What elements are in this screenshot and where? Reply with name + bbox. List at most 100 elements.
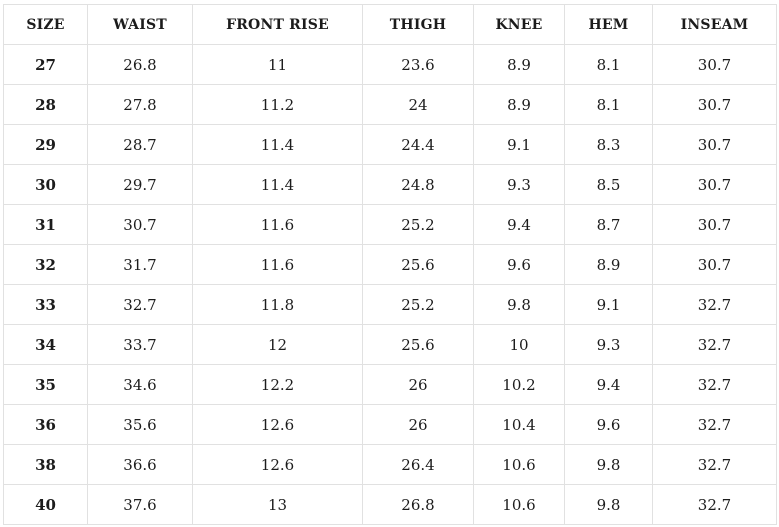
measurement-cell: 8.9 [564,244,653,285]
measurement-cell: 8.3 [564,124,653,165]
measurement-cell: 27.8 [87,84,193,125]
measurement-cell: 9.6 [564,404,653,445]
column-header-inseam: INSEAM [652,4,777,45]
measurement-cell: 24 [362,84,474,125]
measurement-cell: 9.8 [473,284,565,325]
measurement-cell: 26.8 [362,484,474,525]
measurement-cell: 10 [473,324,565,365]
size-cell: 29 [3,124,88,165]
measurement-cell: 26 [362,364,474,405]
measurement-cell: 8.5 [564,164,653,205]
measurement-cell: 12.6 [192,444,363,485]
column-header-front-rise: FRONT RISE [192,4,363,45]
table-body: 27 26.8 11 23.6 8.9 8.1 30.7 28 27.8 11.2 24 8.9 8.1… [3,44,777,525]
measurement-cell: 11.6 [192,204,363,245]
measurement-cell: 32.7 [87,284,193,325]
measurement-cell: 10.4 [473,404,565,445]
column-header-thigh: THIGH [362,4,474,45]
measurement-cell: 9.3 [564,324,653,365]
measurement-cell: 26 [362,404,474,445]
column-header-knee: KNEE [473,4,565,45]
measurement-cell: 30.7 [652,164,777,205]
table-row: 27 26.8 11 23.6 8.9 8.1 30.7 [3,44,777,85]
measurement-cell: 28.7 [87,124,193,165]
measurement-cell: 30.7 [652,204,777,245]
table-row: 38 36.6 12.6 26.4 10.6 9.8 32.7 [3,444,777,485]
measurement-cell: 25.6 [362,244,474,285]
measurement-cell: 11.2 [192,84,363,125]
measurement-cell: 10.2 [473,364,565,405]
table-row: 30 29.7 11.4 24.8 9.3 8.5 30.7 [3,164,777,205]
table-row: 29 28.7 11.4 24.4 9.1 8.3 30.7 [3,124,777,165]
size-cell: 40 [3,484,88,525]
measurement-cell: 29.7 [87,164,193,205]
measurement-cell: 9.8 [564,484,653,525]
measurement-cell: 11.4 [192,164,363,205]
measurement-cell: 8.9 [473,84,565,125]
measurement-cell: 12.6 [192,404,363,445]
measurement-cell: 9.1 [564,284,653,325]
measurement-cell: 9.8 [564,444,653,485]
measurement-cell: 33.7 [87,324,193,365]
size-cell: 34 [3,324,88,365]
measurement-cell: 26.8 [87,44,193,85]
measurement-cell: 32.7 [652,404,777,445]
size-cell: 31 [3,204,88,245]
measurement-cell: 30.7 [652,124,777,165]
measurement-cell: 25.2 [362,204,474,245]
measurement-cell: 9.4 [473,204,565,245]
measurement-cell: 32.7 [652,484,777,525]
size-cell: 35 [3,364,88,405]
size-cell: 36 [3,404,88,445]
measurement-cell: 8.9 [473,44,565,85]
measurement-cell: 37.6 [87,484,193,525]
size-cell: 32 [3,244,88,285]
size-cell: 30 [3,164,88,205]
size-cell: 38 [3,444,88,485]
measurement-cell: 30.7 [652,244,777,285]
measurement-cell: 11 [192,44,363,85]
size-cell: 33 [3,284,88,325]
table-row: 35 34.6 12.2 26 10.2 9.4 32.7 [3,364,777,405]
measurement-cell: 32.7 [652,444,777,485]
measurement-cell: 23.6 [362,44,474,85]
column-header-hem: HEM [564,4,653,45]
table-row: 34 33.7 12 25.6 10 9.3 32.7 [3,324,777,365]
table-row: 31 30.7 11.6 25.2 9.4 8.7 30.7 [3,204,777,245]
measurement-cell: 10.6 [473,444,565,485]
measurement-cell: 32.7 [652,284,777,325]
measurement-cell: 11.6 [192,244,363,285]
measurement-cell: 13 [192,484,363,525]
size-cell: 28 [3,84,88,125]
measurement-cell: 9.3 [473,164,565,205]
measurement-cell: 31.7 [87,244,193,285]
size-chart-table: SIZE WAIST FRONT RISE THIGH KNEE HEM INSEAM 27… [3,4,777,525]
measurement-cell: 35.6 [87,404,193,445]
column-header-waist: WAIST [87,4,193,45]
measurement-cell: 25.6 [362,324,474,365]
measurement-cell: 12.2 [192,364,363,405]
size-cell: 27 [3,44,88,85]
table-row: 33 32.7 11.8 25.2 9.8 9.1 32.7 [3,284,777,325]
measurement-cell: 30.7 [652,44,777,85]
measurement-cell: 11.8 [192,284,363,325]
measurement-cell: 11.4 [192,124,363,165]
table-row: 32 31.7 11.6 25.6 9.6 8.9 30.7 [3,244,777,285]
column-header-size: SIZE [3,4,88,45]
table-row: 28 27.8 11.2 24 8.9 8.1 30.7 [3,84,777,125]
measurement-cell: 36.6 [87,444,193,485]
measurement-cell: 30.7 [652,84,777,125]
measurement-cell: 12 [192,324,363,365]
measurement-cell: 32.7 [652,324,777,365]
measurement-cell: 8.1 [564,84,653,125]
measurement-cell: 34.6 [87,364,193,405]
measurement-cell: 10.6 [473,484,565,525]
measurement-cell: 30.7 [87,204,193,245]
measurement-cell: 32.7 [652,364,777,405]
measurement-cell: 9.1 [473,124,565,165]
measurement-cell: 24.4 [362,124,474,165]
measurement-cell: 26.4 [362,444,474,485]
measurement-cell: 8.7 [564,204,653,245]
measurement-cell: 8.1 [564,44,653,85]
